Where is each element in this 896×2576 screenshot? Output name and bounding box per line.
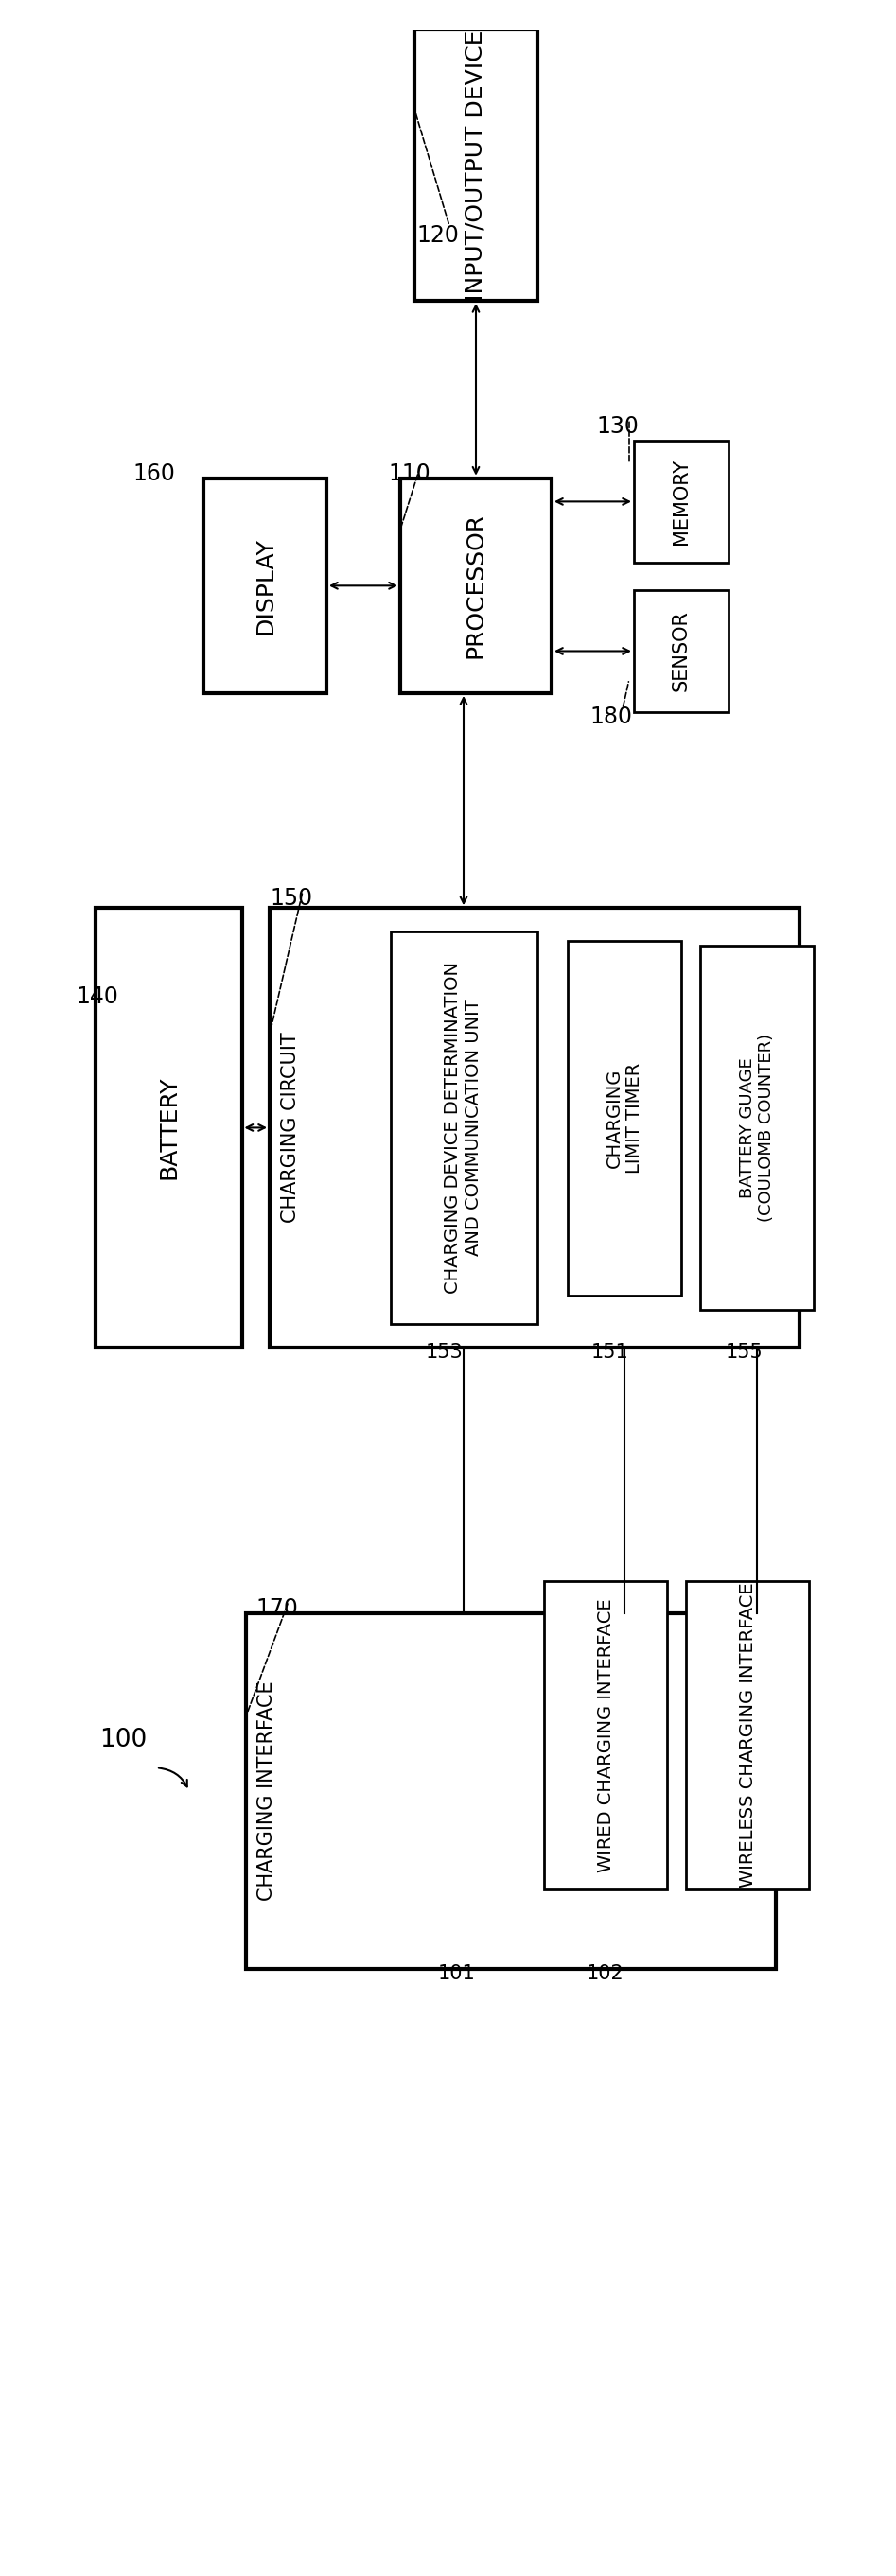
Bar (401, 479, 552, 693)
Bar (633, 590, 728, 711)
Text: 160: 160 (133, 461, 175, 484)
Text: 102: 102 (587, 1963, 625, 1984)
Text: BATTERY: BATTERY (157, 1077, 180, 1180)
Bar (391, 933, 537, 1324)
Text: 120: 120 (417, 224, 459, 247)
Text: CHARGING DEVICE DETERMINATION
AND COMMUNICATION UNIT: CHARGING DEVICE DETERMINATION AND COMMUN… (444, 961, 483, 1293)
Text: 101: 101 (438, 1963, 476, 1984)
Text: 140: 140 (75, 987, 118, 1007)
Text: DISPLAY: DISPLAY (254, 536, 276, 634)
Bar (568, 940, 681, 1296)
Bar (95, 909, 242, 1347)
Bar (270, 909, 799, 1347)
Text: 100: 100 (99, 1728, 147, 1752)
Text: 170: 170 (255, 1597, 297, 1620)
Text: 110: 110 (388, 461, 430, 484)
Text: CHARGING CIRCUIT: CHARGING CIRCUIT (281, 1033, 300, 1224)
Text: CHARGING
LIMIT TIMER: CHARGING LIMIT TIMER (605, 1064, 644, 1175)
Text: SENSOR: SENSOR (672, 611, 691, 693)
Text: 155: 155 (726, 1342, 763, 1360)
Text: 150: 150 (270, 886, 313, 909)
Text: MEMORY: MEMORY (672, 459, 691, 544)
Text: INPUT/OUTPUT DEVICE: INPUT/OUTPUT DEVICE (464, 31, 487, 301)
Text: BATTERY GUAGE
(COULOMB COUNTER): BATTERY GUAGE (COULOMB COUNTER) (738, 1033, 775, 1221)
Text: 151: 151 (591, 1342, 629, 1360)
Text: WIRED CHARGING INTERFACE: WIRED CHARGING INTERFACE (597, 1597, 615, 1873)
Bar (686, 1582, 809, 1888)
Bar (700, 945, 814, 1309)
Text: WIRELESS CHARGING INTERFACE: WIRELESS CHARGING INTERFACE (738, 1582, 756, 1888)
Bar (246, 1613, 776, 1968)
Text: CHARGING INTERFACE: CHARGING INTERFACE (257, 1682, 276, 1901)
Text: 153: 153 (426, 1342, 463, 1360)
Bar (544, 1582, 667, 1888)
Text: PROCESSOR: PROCESSOR (464, 513, 487, 659)
Text: 130: 130 (596, 415, 639, 438)
Text: 180: 180 (590, 706, 632, 729)
Bar (203, 479, 326, 693)
Bar (633, 440, 728, 562)
Bar (415, 31, 538, 301)
